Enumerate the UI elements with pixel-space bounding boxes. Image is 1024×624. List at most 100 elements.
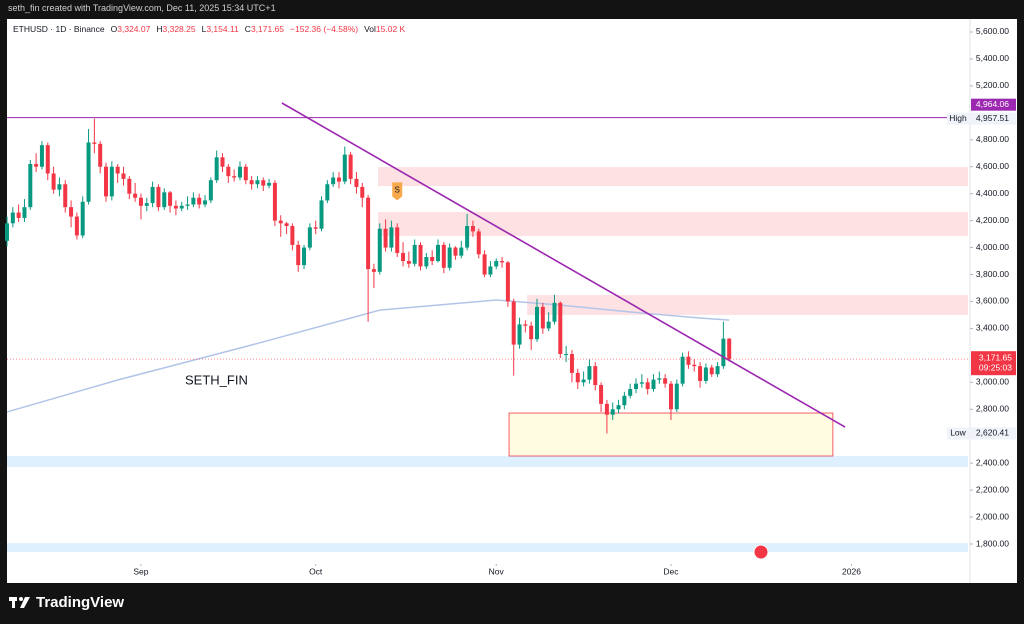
- candle-body: [389, 227, 394, 248]
- line-label-box: [971, 98, 1016, 111]
- candle-body: [214, 157, 219, 181]
- candle-body: [45, 145, 50, 174]
- y-tick-label: 4,600.00: [976, 161, 1009, 171]
- candle-body: [261, 180, 266, 186]
- candle-body: [284, 223, 289, 227]
- y-tick-label: 3,800.00: [976, 269, 1009, 279]
- candle-body: [232, 176, 237, 178]
- candle-body: [138, 197, 143, 206]
- candle-body: [354, 178, 359, 187]
- logo-icon: [9, 597, 30, 608]
- zone: [7, 456, 968, 468]
- marker-value-box: [971, 112, 1016, 125]
- candle-body: [663, 378, 668, 384]
- candle-body: [406, 261, 411, 264]
- candle-body: [680, 356, 685, 384]
- candle-body: [447, 247, 452, 268]
- x-tick-label: Sep: [133, 566, 148, 576]
- candle-body: [92, 142, 97, 144]
- candle-body: [5, 223, 9, 241]
- marker-value-box: [971, 427, 1016, 440]
- candle-body: [418, 244, 423, 267]
- legend-item: −152.36 (−4.58%): [290, 24, 358, 34]
- candle-body: [255, 180, 260, 185]
- watermark: SETH_FIN: [185, 372, 248, 387]
- candle-body: [267, 182, 272, 186]
- legend-key: O: [110, 24, 118, 34]
- candle-body: [645, 382, 650, 390]
- legend-value: 3,324.07: [117, 24, 151, 34]
- candle-body: [115, 166, 120, 174]
- marker-key: Low: [950, 428, 966, 438]
- zone: [378, 212, 968, 236]
- candle-body: [197, 197, 202, 205]
- last-price: 3,171.65: [979, 352, 1012, 362]
- candle-body: [459, 247, 464, 256]
- y-tick-label: 4,400.00: [976, 188, 1009, 198]
- candle-body: [296, 244, 301, 266]
- ohlc-legend: ETHUSD · 1D · Binance O3,324.07 H3,328.25 L…: [13, 24, 405, 34]
- y-tick-label: 2,200.00: [976, 484, 1009, 494]
- y-tick-label: 4,000.00: [976, 242, 1009, 252]
- legend-value: 3,154.11: [206, 24, 239, 34]
- candle-body: [435, 244, 440, 262]
- candle-body: [80, 201, 85, 236]
- marker-key: High: [949, 113, 967, 123]
- zone: [7, 543, 968, 553]
- candle-body: [424, 257, 429, 267]
- candle-body: [278, 220, 283, 224]
- zone: [378, 167, 968, 186]
- candle-body: [476, 231, 481, 255]
- candle-body: [470, 226, 475, 232]
- y-tick-label: 4,200.00: [976, 215, 1009, 225]
- candle-body: [529, 325, 534, 340]
- candle-body: [604, 403, 609, 415]
- candle-body: [494, 261, 499, 267]
- y-tick-label: 3,600.00: [976, 296, 1009, 306]
- legend-key: Vol: [364, 24, 376, 34]
- candle-body: [622, 395, 627, 406]
- candle-body: [144, 203, 149, 206]
- candle-body: [34, 164, 39, 167]
- candle-body: [540, 306, 545, 329]
- candle-body: [430, 257, 435, 262]
- candle-body: [307, 227, 312, 248]
- candle-body: [69, 207, 74, 217]
- candle-body: [628, 389, 633, 396]
- candle-body: [500, 261, 505, 263]
- event-icon: [753, 544, 769, 560]
- zone: [527, 295, 968, 315]
- candle-body: [319, 200, 324, 229]
- candle-body: [709, 367, 714, 375]
- candle-body: [28, 164, 33, 208]
- candle-body: [371, 269, 376, 272]
- candle-body: [412, 244, 417, 264]
- candle-body: [383, 228, 388, 248]
- candle-body: [727, 338, 732, 360]
- legend-value: −152.36 (−4.58%): [290, 24, 359, 34]
- candle-body: [715, 366, 720, 375]
- y-tick-label: 4,800.00: [976, 134, 1009, 144]
- y-tick-label: 1,800.00: [976, 538, 1009, 548]
- candle-body: [546, 321, 551, 329]
- marker-value: 2,620.41: [976, 428, 1009, 438]
- candle-body: [360, 186, 365, 198]
- candle-body: [366, 197, 371, 270]
- candle-body: [686, 356, 691, 365]
- candle-body: [342, 154, 347, 182]
- candle-body: [517, 324, 522, 345]
- y-tick-label: 2,800.00: [976, 404, 1009, 414]
- candle-body: [703, 367, 708, 381]
- candle-body: [564, 354, 569, 356]
- candle-body: [127, 178, 132, 194]
- candle-body: [74, 216, 79, 236]
- candle-body: [104, 166, 109, 197]
- candle-body: [302, 247, 307, 266]
- candle-body: [86, 142, 91, 202]
- candle-body: [63, 184, 68, 208]
- line-label: 4,964.06: [976, 99, 1009, 109]
- logo: TradingView: [36, 594, 125, 611]
- x-tick-label: 2026: [842, 566, 861, 576]
- legend-item: C3,171.65: [245, 24, 284, 34]
